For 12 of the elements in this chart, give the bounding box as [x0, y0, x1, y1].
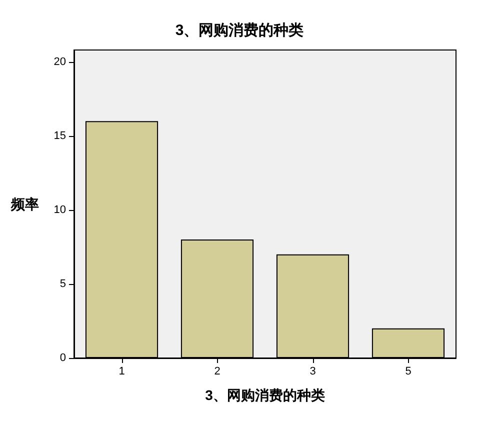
x-tick-label: 3 [310, 366, 316, 378]
x-axis-title: 3、网购消费的种类 [205, 387, 325, 403]
y-tick-label: 20 [54, 56, 66, 68]
chart-title: 3、网购消费的种类 [175, 22, 304, 39]
y-tick-label: 0 [60, 352, 66, 364]
x-tick-label: 5 [405, 366, 412, 378]
y-tick-label: 10 [54, 204, 66, 216]
y-axis-title: 频率 [10, 196, 39, 212]
y-tick-label: 5 [60, 278, 66, 290]
x-tick-label: 2 [214, 366, 220, 378]
x-tick-label: 1 [118, 366, 125, 378]
y-tick-label: 15 [54, 130, 66, 142]
